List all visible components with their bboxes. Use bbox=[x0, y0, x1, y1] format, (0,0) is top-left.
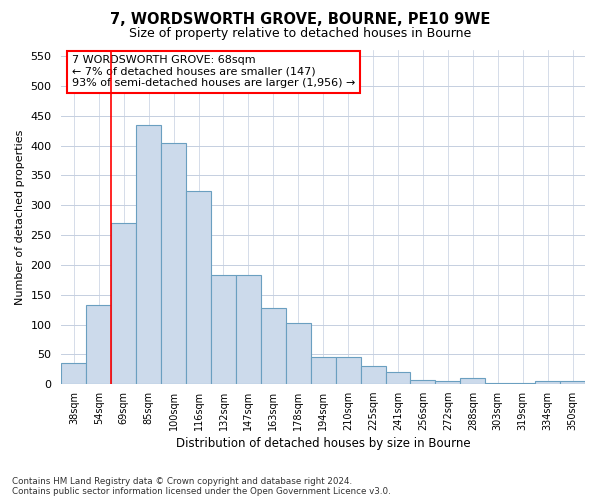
Bar bbox=[236, 275, 261, 384]
Text: 7 WORDSWORTH GROVE: 68sqm
← 7% of detached houses are smaller (147)
93% of semi-: 7 WORDSWORTH GROVE: 68sqm ← 7% of detach… bbox=[72, 55, 355, 88]
Bar bbox=[560, 380, 585, 384]
Bar bbox=[386, 372, 410, 384]
Bar bbox=[186, 192, 211, 384]
Bar bbox=[410, 380, 436, 384]
Text: Contains HM Land Registry data © Crown copyright and database right 2024.
Contai: Contains HM Land Registry data © Crown c… bbox=[12, 476, 391, 496]
Y-axis label: Number of detached properties: Number of detached properties bbox=[15, 130, 25, 305]
Bar bbox=[161, 142, 186, 384]
Bar bbox=[111, 223, 136, 384]
Bar bbox=[311, 357, 335, 384]
Bar bbox=[61, 364, 86, 384]
Bar bbox=[485, 382, 510, 384]
Bar bbox=[261, 308, 286, 384]
Text: 7, WORDSWORTH GROVE, BOURNE, PE10 9WE: 7, WORDSWORTH GROVE, BOURNE, PE10 9WE bbox=[110, 12, 490, 28]
X-axis label: Distribution of detached houses by size in Bourne: Distribution of detached houses by size … bbox=[176, 437, 470, 450]
Bar bbox=[510, 382, 535, 384]
Bar bbox=[535, 380, 560, 384]
Bar bbox=[136, 124, 161, 384]
Bar bbox=[86, 305, 111, 384]
Bar bbox=[335, 358, 361, 384]
Bar bbox=[211, 275, 236, 384]
Text: Size of property relative to detached houses in Bourne: Size of property relative to detached ho… bbox=[129, 28, 471, 40]
Bar bbox=[460, 378, 485, 384]
Bar bbox=[436, 382, 460, 384]
Bar bbox=[286, 323, 311, 384]
Bar bbox=[361, 366, 386, 384]
